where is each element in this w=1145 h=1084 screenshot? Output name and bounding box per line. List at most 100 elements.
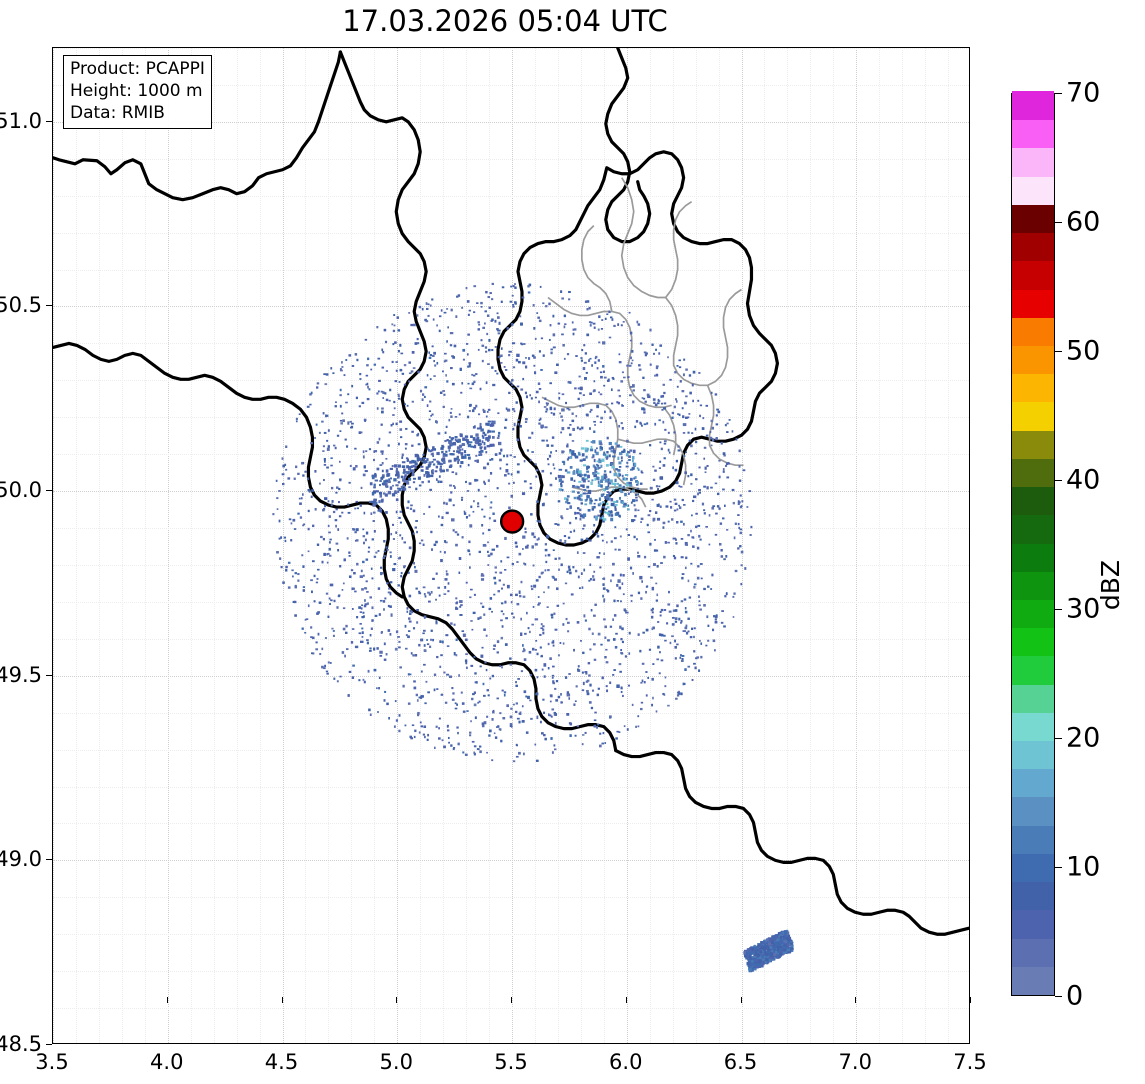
colorbar-tick-label: 40	[1066, 464, 1101, 496]
gridline-vertical	[98, 48, 100, 1043]
colorbar-segment	[1012, 712, 1054, 742]
colorbar-tick	[1055, 351, 1062, 352]
x-axis-tick-label: 4.0	[150, 1050, 184, 1074]
y-axis-tick	[46, 490, 52, 492]
colorbar-tick	[1055, 867, 1062, 868]
gridline-vertical	[856, 48, 858, 1043]
gridline-horizontal	[53, 84, 969, 86]
y-axis-tick	[46, 1044, 52, 1045]
colorbar-segment	[1012, 430, 1054, 459]
x-axis-tick-label: 6.5	[723, 1050, 758, 1074]
colorbar-tick	[1055, 480, 1062, 481]
gridline-horizontal	[53, 564, 969, 566]
colorbar-tick-label: 30	[1066, 593, 1101, 625]
gridline-horizontal	[53, 417, 969, 419]
colorbar-segment	[1012, 909, 1054, 939]
gridline-horizontal	[53, 823, 969, 825]
x-axis-tick	[740, 997, 742, 1003]
colorbar-tick-label: 70	[1066, 77, 1101, 109]
x-axis-tick-label: 3.5	[35, 1050, 69, 1074]
gridline-horizontal	[53, 158, 969, 160]
gridline-horizontal	[53, 638, 969, 640]
y-axis-tick	[46, 305, 52, 307]
colorbar-segment	[1012, 571, 1054, 600]
colorbar-segment	[1012, 740, 1054, 770]
gridline-vertical	[833, 48, 835, 1043]
y-axis-tick-label: 50.5	[0, 293, 42, 318]
gridline-vertical	[764, 48, 766, 1043]
colorbar-segment	[1012, 542, 1054, 572]
x-axis-tick-label: 4.5	[264, 1050, 299, 1074]
x-axis-tick-label: 7.0	[838, 1050, 872, 1074]
gridline-horizontal	[53, 971, 969, 973]
gridline-vertical	[75, 48, 77, 1043]
colorbar[interactable]	[1011, 91, 1055, 996]
gridline-vertical	[879, 48, 881, 1043]
gridline-vertical	[397, 48, 399, 1043]
grid-lines	[53, 48, 969, 1043]
gridline-vertical	[53, 48, 54, 1043]
colorbar-segment	[1012, 486, 1054, 516]
x-axis-tick	[52, 997, 53, 1003]
gridline-vertical	[948, 48, 950, 1043]
colorbar-segment	[1012, 204, 1054, 234]
gridline-vertical	[557, 48, 559, 1043]
gridline-vertical	[626, 48, 628, 1043]
colorbar-segment	[1012, 768, 1054, 798]
gridline-vertical	[144, 48, 146, 1043]
gridline-horizontal	[53, 48, 969, 49]
x-axis-tick-label: 7.5	[953, 1050, 987, 1074]
gridline-vertical	[902, 48, 904, 1043]
y-axis-tick	[46, 859, 52, 861]
gridline-vertical	[603, 48, 605, 1043]
colorbar-segment	[1012, 655, 1054, 685]
info-height: Height: 1000 m	[70, 80, 203, 101]
gridline-vertical	[121, 48, 123, 1043]
colorbar-tick-label: 20	[1066, 722, 1101, 754]
colorbar-segment	[1012, 881, 1054, 911]
gridline-horizontal	[53, 934, 969, 936]
colorbar-segment	[1012, 627, 1054, 657]
colorbar-tick-label: 50	[1066, 335, 1101, 367]
radar-echo-layer	[272, 282, 794, 973]
y-axis-tick-label: 49.5	[0, 662, 42, 687]
x-axis-tick	[855, 997, 857, 1003]
gridline-vertical	[695, 48, 697, 1043]
gridline-horizontal	[53, 195, 969, 197]
colorbar-tick-label: 0	[1066, 980, 1084, 1012]
radar-site-marker[interactable]	[499, 509, 525, 534]
colorbar-tick	[1055, 738, 1062, 739]
gridline-horizontal	[53, 675, 969, 677]
gridline-vertical	[810, 48, 812, 1043]
colorbar-segment	[1012, 401, 1054, 431]
x-axis-tick-label: 5.0	[379, 1050, 413, 1074]
gridline-vertical	[925, 48, 927, 1043]
gridline-horizontal	[53, 380, 969, 382]
colorbar-segment	[1012, 373, 1054, 403]
gridline-vertical	[672, 48, 674, 1043]
gridline-vertical	[282, 48, 284, 1043]
y-axis-tick	[46, 674, 52, 676]
map-geography	[53, 48, 969, 973]
gridline-vertical	[741, 48, 743, 1043]
page-title: 17.03.2026 05:04 UTC	[342, 4, 668, 38]
y-axis-tick-label: 49.0	[0, 847, 42, 872]
colorbar-tick	[1055, 996, 1062, 997]
colorbar-tick-label: 60	[1066, 206, 1101, 238]
colorbar-segment	[1012, 937, 1054, 967]
y-axis-tick	[46, 120, 52, 122]
info-data-source: Data: RMIB	[70, 102, 165, 123]
radar-map-plot[interactable]	[52, 47, 970, 1044]
colorbar-tick	[1055, 93, 1062, 94]
info-product: Product: PCAPPI	[70, 59, 205, 79]
colorbar-segment	[1012, 684, 1054, 713]
colorbar-segment	[1012, 317, 1054, 346]
colorbar-segment	[1012, 514, 1054, 544]
colorbar-segment	[1012, 599, 1054, 629]
colorbar-segment	[1012, 260, 1054, 290]
gridline-vertical	[351, 48, 353, 1043]
x-axis-tick-label: 5.5	[494, 1050, 528, 1074]
colorbar-segment	[1012, 966, 1054, 995]
colorbar-segment	[1012, 825, 1054, 854]
colorbar-tick	[1055, 222, 1062, 223]
